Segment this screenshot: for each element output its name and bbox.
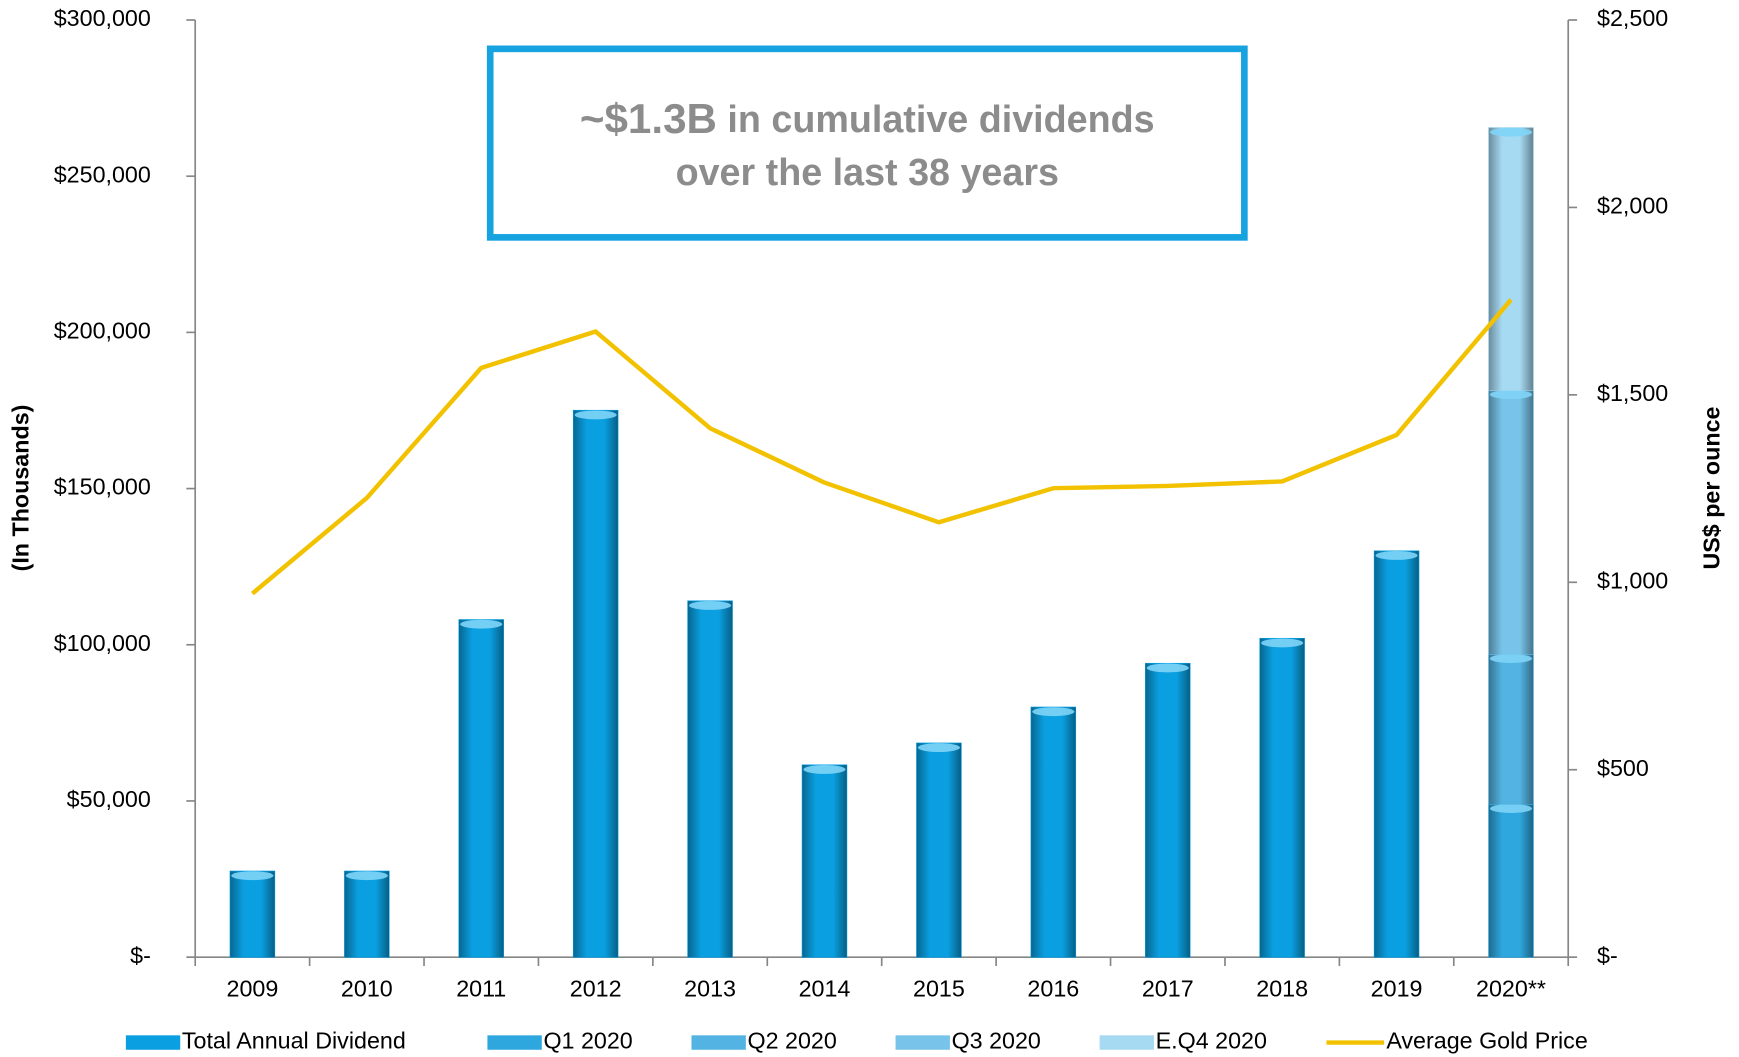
bar-shade [1488,654,1534,805]
line [250,298,1513,596]
bar-cap [1032,707,1075,717]
bar-cap [345,871,388,881]
y2-axis-label: US$ per ounce [1699,406,1725,569]
bar-cap [803,765,846,774]
bar-shade [1145,663,1190,958]
bar-cap [1489,390,1533,400]
bar-shade [459,619,504,958]
bar-shade [1374,551,1419,958]
y-tick-label: $250,000 [54,161,151,187]
legend-swatch [895,1035,950,1050]
bar-cap [917,743,960,753]
bar-cap [1489,127,1533,137]
x-tick-label: 2019 [1371,976,1423,1002]
bar-cap [460,619,503,629]
legend-label: Q3 2020 [952,1028,1041,1054]
bar-cap [574,410,617,420]
bar-cap [1489,654,1533,664]
x-tick-label: 2010 [341,976,393,1002]
x-tick-label: 2017 [1142,976,1194,1002]
bar-shade [344,871,390,958]
annotation-text: over the last 38 years [676,151,1059,193]
legend-label: Q1 2020 [543,1028,632,1054]
bar-shade [1488,390,1534,655]
legend-swatch [1099,1035,1154,1050]
y-tick-label: $150,000 [54,474,151,500]
y-tick-label: $200,000 [54,318,151,344]
x-tick-label: 2016 [1027,976,1079,1002]
annotation: ~$1.3B in cumulative dividends [580,95,1155,142]
x-tick-label: 2015 [913,976,965,1002]
annotation-highlight: ~$1.3B [580,95,717,142]
bar-cap [1489,804,1533,813]
bar-shade [1488,127,1534,391]
annotation-text: in cumulative dividends [727,98,1154,140]
legend-swatch [125,1035,181,1050]
y2-tick-label: $2,000 [1597,193,1668,219]
bar-shade [1488,804,1534,958]
legend-swatch [487,1035,542,1050]
bar-shade [802,765,847,958]
x-tick-label: 2013 [684,976,736,1002]
bar-shade [1259,638,1305,958]
y-tick-label: $300,000 [54,5,151,31]
legend-label: E.Q4 2020 [1156,1028,1267,1054]
x-tick-label: 2011 [456,976,506,1002]
bar-shade [230,871,275,958]
annotation-box [486,45,1248,241]
bar-cap [231,871,274,881]
legend-swatch [691,1035,746,1050]
x-tick-label: 2020** [1476,976,1546,1002]
bar-cap [1261,638,1304,648]
x-tick-label: 2018 [1256,976,1308,1002]
y-tick-label: $50,000 [67,786,151,812]
y2-tick-label: $2,500 [1597,5,1668,31]
y2-tick-label: $1,500 [1597,380,1668,406]
bar-cap [689,601,732,610]
y2-tick-label: $500 [1597,755,1649,781]
legend-label: Average Gold Price [1386,1028,1587,1054]
bar-shade [916,743,962,958]
bar-shade [573,410,618,958]
x-tick-label: 2009 [227,976,279,1002]
y2-tick-label: $1,000 [1597,567,1668,593]
bar-shade [687,601,733,958]
y-tick-label: $- [130,942,151,968]
legend-label: Q2 2020 [748,1028,837,1054]
bar-cap [1146,663,1189,673]
y-axis-label: (In Thousands) [7,405,33,572]
legend-label: Total Annual Dividend [182,1028,406,1054]
y2-tick-label: $- [1597,942,1618,968]
x-tick-label: 2012 [570,976,622,1002]
bar-shade [1031,707,1076,958]
bar-cap [1375,551,1418,560]
x-tick-label: 2014 [799,976,851,1002]
y-tick-label: $100,000 [54,630,151,656]
